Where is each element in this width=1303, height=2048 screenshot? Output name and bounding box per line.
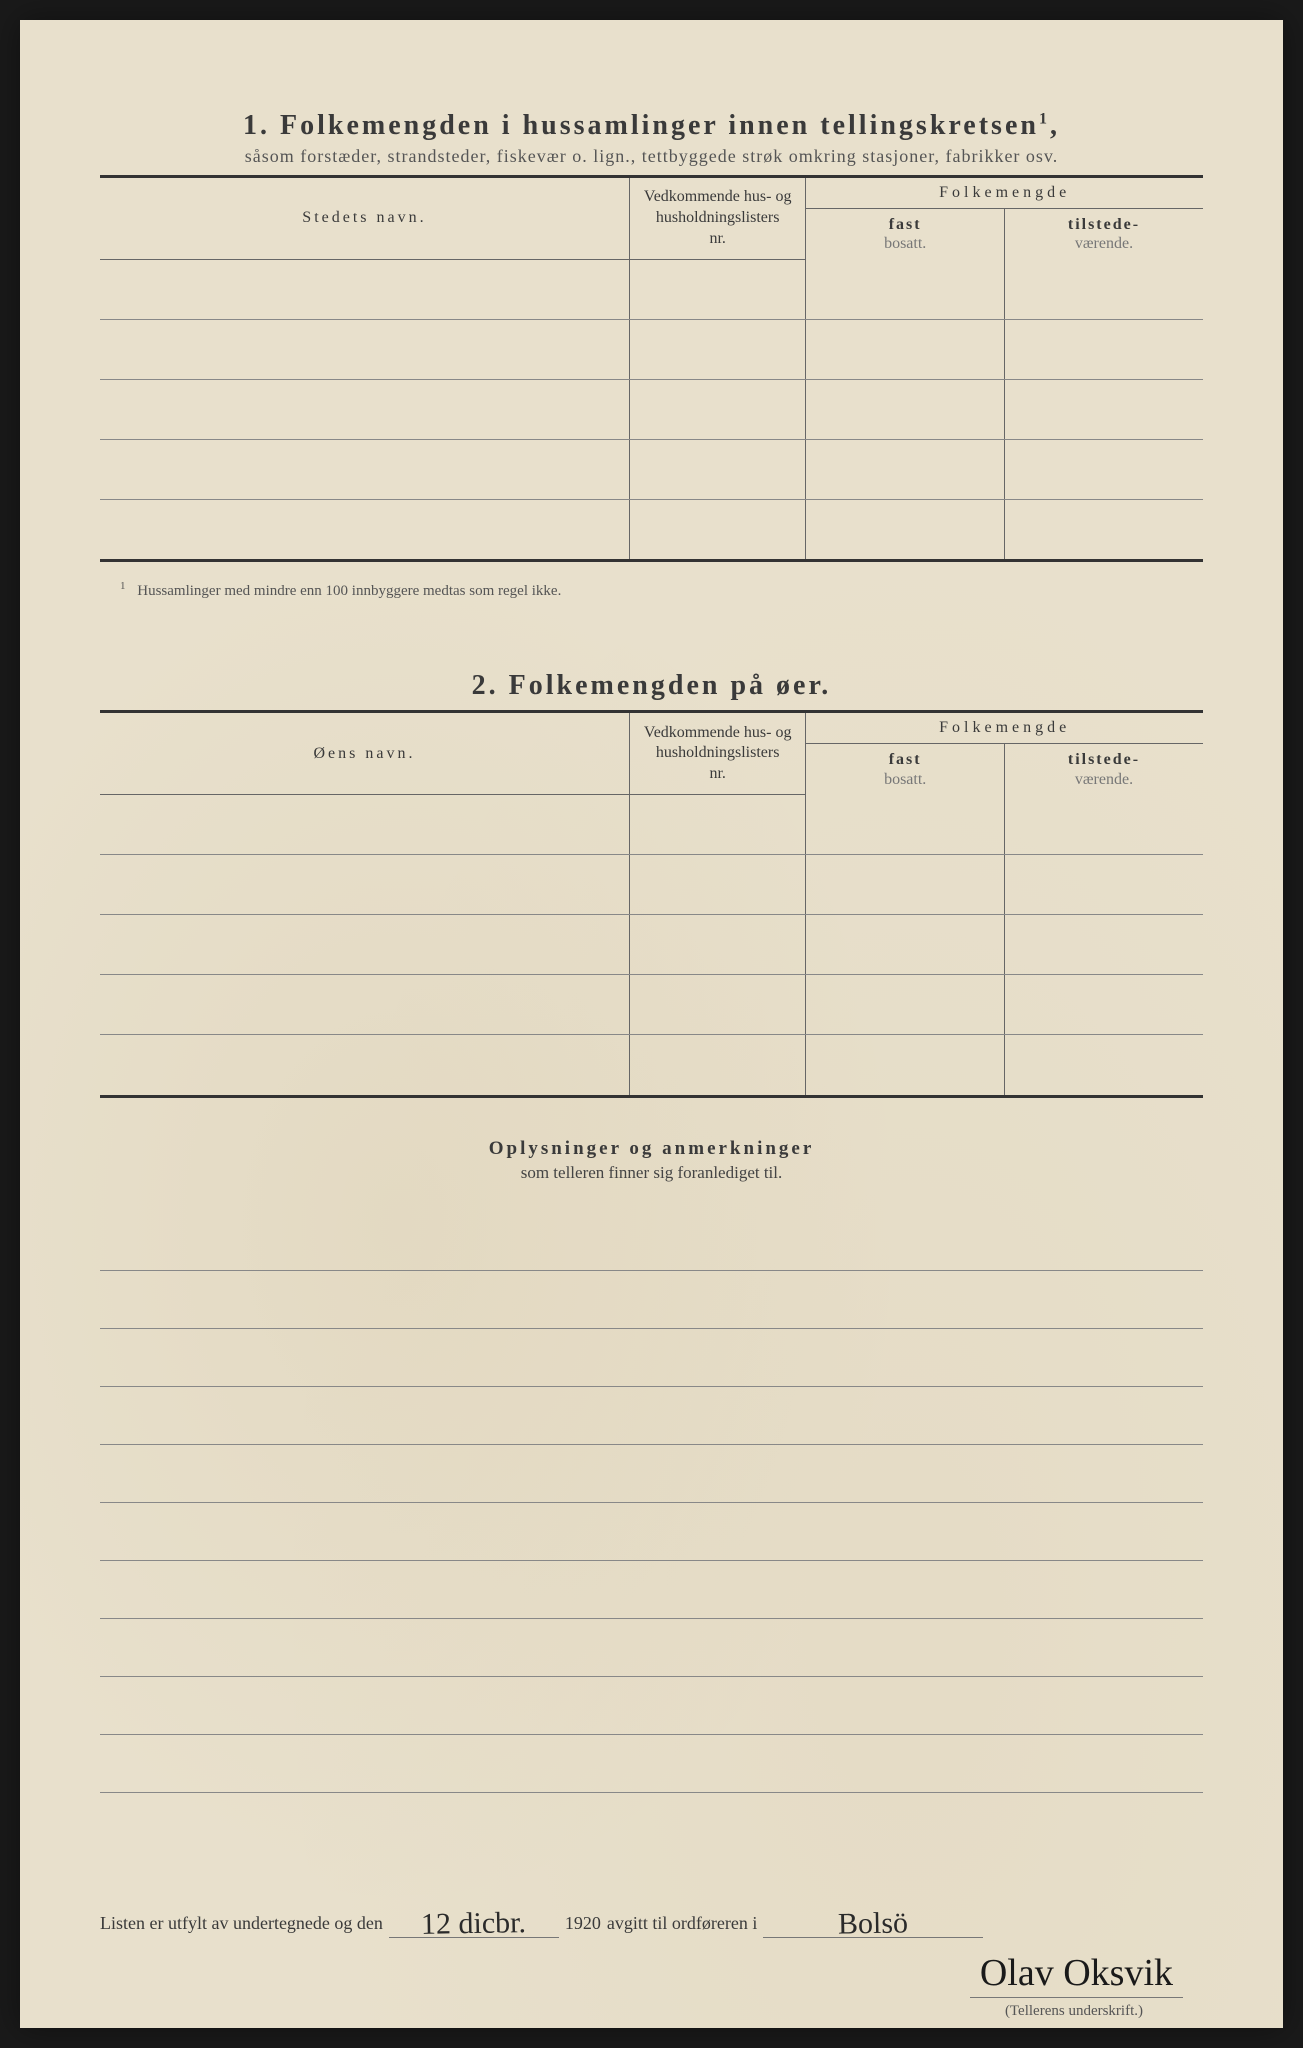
section2-number: 2. [472, 670, 499, 701]
section1-rows [100, 259, 1203, 559]
remarks-ruled-lines [100, 1213, 1203, 1793]
section1-table: Stedets navn. Vedkommende hus- og hushol… [100, 178, 1203, 559]
section1-subtitle: såsom forstæder, strandsteder, fiskevær … [100, 146, 1203, 167]
col-oens-navn: Øens navn. [100, 713, 629, 794]
col-tilstede: tilstede- værende. [1004, 209, 1203, 260]
section2: 2. Folkemengden på øer. Øens navn. Vedko… [100, 670, 1203, 1097]
section1-title: Folkemengden i hussamlinger innen tellin… [280, 110, 1039, 141]
remarks-title: Oplysninger og anmerkninger [100, 1138, 1203, 1160]
remarks-section: Oplysninger og anmerkninger som telleren… [100, 1138, 1203, 1183]
col-tilstede-2: tilstede- værende. [1004, 744, 1203, 795]
section1-footnote: 1 Hussamlinger med mindre enn 100 innbyg… [100, 580, 1203, 600]
section2-bottom-rule [100, 1095, 1203, 1098]
table-row [100, 915, 1203, 975]
table-row [100, 855, 1203, 915]
remarks-subtitle: som telleren finner sig foranlediget til… [100, 1163, 1203, 1183]
ruled-line [100, 1619, 1203, 1677]
sig-prefix: Listen er utfylt av undertegnede og den [100, 1913, 383, 1934]
col-folkemengde-2: Folkemengde [806, 713, 1203, 744]
sig-date-field: 12 dicbr. [389, 1903, 559, 1938]
col-list-nr: Vedkommende hus- og husholdningslisters … [629, 178, 805, 259]
section1-number: 1. [243, 110, 270, 141]
sig-place-field: Bolsö [763, 1903, 983, 1938]
col-fast: fast bosatt. [806, 209, 1005, 260]
ruled-line [100, 1735, 1203, 1793]
col-fast-2: fast bosatt. [806, 744, 1005, 795]
ruled-line [100, 1329, 1203, 1387]
table-row [100, 1035, 1203, 1095]
signer-name-handwritten: Olav Oksvik [970, 1951, 1183, 1998]
table-row [100, 379, 1203, 439]
section2-title: Folkemengden på øer. [509, 670, 832, 701]
signature-caption: (Tellerens underskrift.) [1005, 2003, 1143, 2020]
sig-mid: avgitt til ordføreren i [607, 1913, 757, 1934]
ruled-line [100, 1561, 1203, 1619]
census-form-page: 1. Folkemengden i hussamlinger innen tel… [20, 20, 1283, 2028]
ruled-line [100, 1503, 1203, 1561]
sig-date-handwritten: 12 dicbr. [421, 1906, 527, 1942]
sig-place-handwritten: Bolsö [838, 1906, 909, 1941]
section1-title-line: 1. Folkemengden i hussamlinger innen tel… [100, 110, 1203, 142]
table-row [100, 439, 1203, 499]
section2-title-line: 2. Folkemengden på øer. [100, 670, 1203, 702]
col-stedets-navn: Stedets navn. [100, 178, 629, 259]
section2-rows [100, 795, 1203, 1095]
section2-heading: 2. Folkemengden på øer. [100, 670, 1203, 702]
section1-title-sup: 1 [1039, 111, 1050, 128]
section2-table: Øens navn. Vedkommende hus- og husholdni… [100, 713, 1203, 1094]
ruled-line [100, 1271, 1203, 1329]
signature-line: Listen er utfylt av undertegnede og den … [100, 1903, 1203, 1938]
table-row [100, 795, 1203, 855]
ruled-line [100, 1677, 1203, 1735]
sig-year: 1920 [565, 1913, 601, 1934]
ruled-line [100, 1213, 1203, 1271]
table-row [100, 499, 1203, 559]
table-row [100, 259, 1203, 319]
table-row [100, 319, 1203, 379]
signature-area: Listen er utfylt av undertegnede og den … [100, 1903, 1203, 1938]
ruled-line [100, 1387, 1203, 1445]
table-row [100, 975, 1203, 1035]
ruled-line [100, 1445, 1203, 1503]
col-list-nr-2: Vedkommende hus- og husholdningslisters … [629, 713, 805, 794]
col-folkemengde: Folkemengde [806, 178, 1203, 209]
section1-heading: 1. Folkemengden i hussamlinger innen tel… [100, 110, 1203, 167]
section1-bottom-rule [100, 559, 1203, 562]
